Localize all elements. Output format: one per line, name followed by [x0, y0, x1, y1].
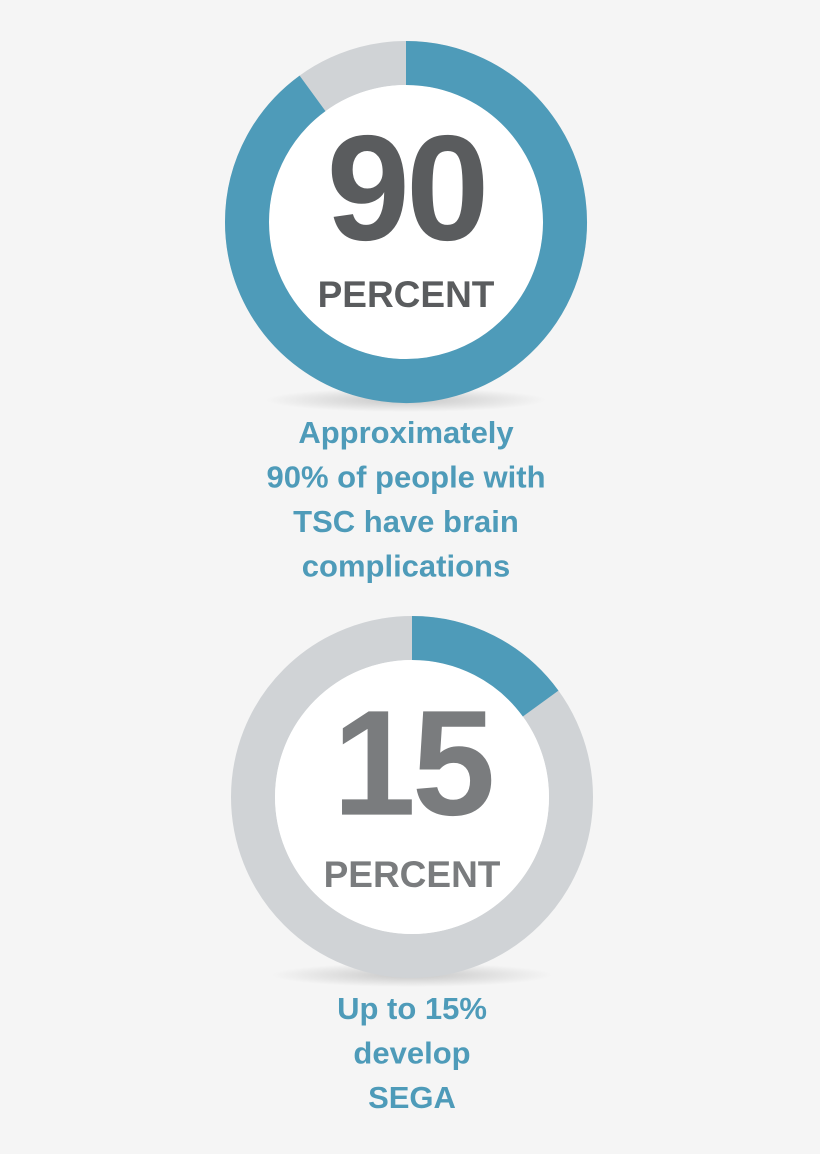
ring-arc [411, 616, 559, 717]
center-number: 90 [327, 104, 486, 272]
inner-disk [275, 660, 549, 934]
center-label: PERCENT [324, 854, 501, 895]
caption-line: 90% of people with [266, 460, 545, 495]
inner-disk [269, 85, 543, 359]
caption-line: complications [302, 549, 510, 584]
caption-line: SEGA [368, 1080, 456, 1115]
center-label: PERCENT [318, 274, 495, 315]
caption-line: TSC have brain [293, 504, 519, 539]
ring-arc [225, 41, 587, 403]
center-number: 15 [333, 679, 492, 847]
caption-line: Up to 15% [337, 991, 487, 1026]
caption-line: develop [353, 1036, 470, 1071]
caption-line: Approximately [298, 415, 514, 450]
